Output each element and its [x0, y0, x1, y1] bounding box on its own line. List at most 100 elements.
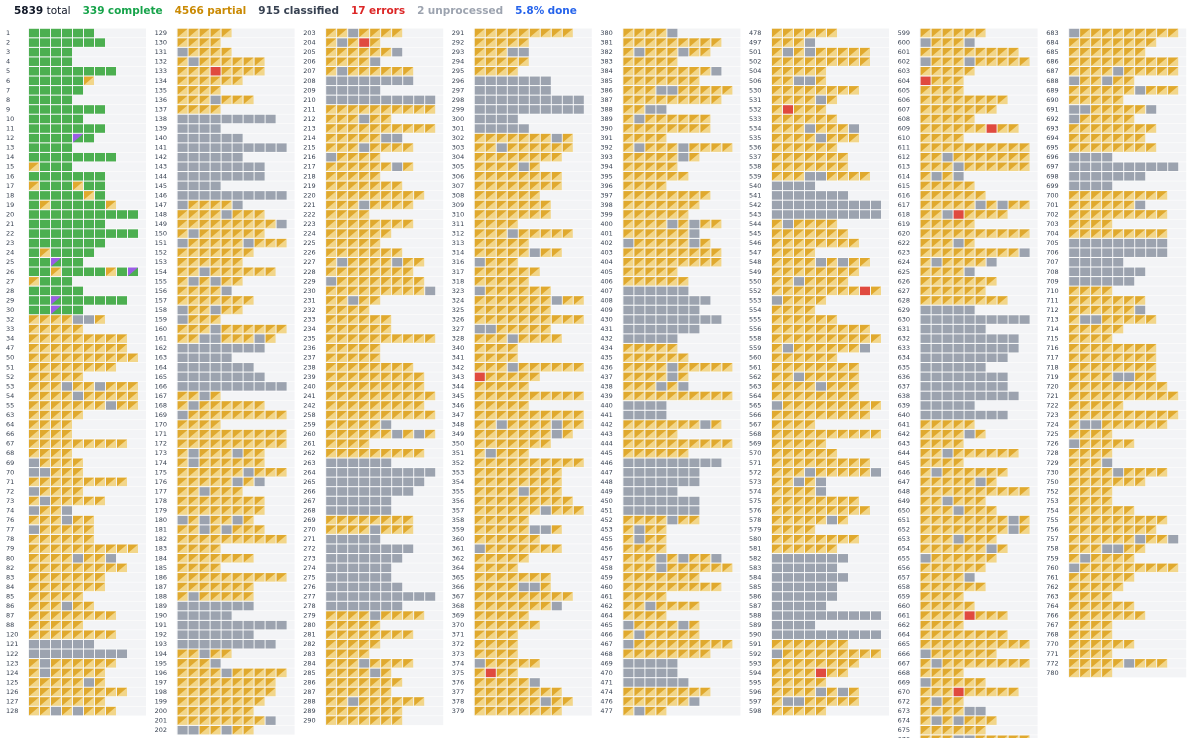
cell-partial	[188, 248, 199, 257]
row-label: 306	[452, 172, 464, 180]
cell-partial-tri	[359, 382, 370, 391]
cell-partial-tri	[73, 458, 83, 468]
row-label: 353	[452, 468, 464, 476]
cell-partial-tri	[518, 468, 529, 477]
row-label: 154	[155, 268, 167, 276]
cell-complete	[62, 238, 72, 248]
row-label: 316	[452, 258, 464, 266]
cell-partial-tri	[359, 372, 370, 382]
cell-partial-tri	[199, 544, 210, 553]
cell-partial-tri	[529, 687, 540, 697]
cell-partial-tri	[199, 554, 210, 563]
cell-complete	[29, 124, 39, 133]
cell-complete	[73, 172, 83, 181]
cell-classified	[95, 382, 105, 391]
cell-classified	[210, 114, 221, 124]
cell-partial-tri	[221, 67, 232, 76]
row-label: 445	[600, 449, 612, 457]
cell-partial-tri	[507, 343, 518, 353]
cell-partial-tri	[29, 573, 39, 582]
row-label: 152	[155, 249, 167, 257]
cell-partial-tri	[518, 678, 529, 687]
row-label: 404	[600, 258, 612, 266]
cell-partial	[381, 248, 392, 257]
cell-partial-tri	[106, 363, 116, 372]
cell-partial-tri	[254, 506, 265, 515]
cell-partial-tri	[337, 114, 348, 124]
cell-partial-tri	[711, 439, 722, 448]
cell-classified	[656, 334, 667, 343]
cell-partial	[232, 248, 243, 257]
cell-partial-tri	[656, 267, 667, 277]
cell-partial-tri	[51, 267, 61, 277]
cell-partial-tri	[403, 258, 414, 267]
cell-complete	[62, 76, 72, 86]
cell-complete	[51, 76, 61, 86]
cell-partial-tri	[667, 573, 678, 582]
cell-partial-tri	[348, 410, 359, 420]
cell-partial-tri	[623, 143, 634, 152]
cell-classified	[326, 487, 337, 496]
cell-partial-tri	[51, 410, 61, 420]
cell-partial-tri	[232, 468, 243, 477]
cell-complete	[95, 229, 105, 238]
cell-partial-tri	[40, 458, 50, 468]
cell-partial-tri	[392, 124, 403, 133]
cell-classified	[496, 76, 507, 86]
row-bg	[473, 611, 592, 621]
row-label: 202	[155, 726, 167, 734]
cell-partial-tri	[403, 286, 414, 296]
cell-classified	[381, 544, 392, 553]
cell-classified	[243, 468, 254, 477]
cell-classified	[232, 477, 243, 487]
cell-partial-tri	[337, 28, 348, 38]
cell-partial-tri	[392, 697, 403, 706]
cell-partial-tri	[689, 86, 700, 95]
cell-partial-tri	[485, 477, 496, 487]
cell-partial-tri	[678, 114, 689, 124]
cell-partial-tri	[667, 620, 678, 630]
cell-partial-tri	[678, 582, 689, 592]
cell-partial-tri	[623, 86, 634, 95]
cell-partial-tri	[403, 611, 414, 620]
cell-partial-tri	[254, 219, 265, 229]
cell-partial-tri	[667, 124, 678, 133]
cell-partial-tri	[95, 391, 105, 401]
cell-partial-tri	[485, 687, 496, 697]
cell-partial-tri	[254, 429, 265, 439]
cell-partial-tri	[199, 296, 210, 305]
cell-partial-tri	[485, 592, 496, 601]
cell-partial-tri	[40, 324, 50, 334]
cell-classified	[199, 133, 210, 143]
row-bg	[473, 400, 592, 410]
cell-partial-tri	[40, 563, 50, 573]
cell-classified	[348, 95, 359, 105]
cell-partial-tri	[177, 429, 188, 439]
cell-partial-tri	[689, 601, 700, 611]
cell-partial-tri	[210, 391, 221, 401]
row-bg	[622, 429, 741, 439]
cell-classified	[370, 57, 381, 66]
cell-classified	[348, 28, 359, 38]
row-label: 434	[600, 344, 612, 352]
cell-partial-tri	[540, 410, 551, 420]
cell-partial-tri	[326, 401, 337, 410]
row-bg	[473, 219, 592, 229]
cell-classified	[199, 267, 210, 277]
row-label: 173	[155, 449, 167, 457]
cell-classified	[243, 372, 254, 382]
cell-partial-tri	[359, 668, 370, 678]
cell-classified	[689, 506, 700, 515]
cell-partial-tri	[40, 363, 50, 372]
cell-partial-tri	[221, 429, 232, 439]
row-label: 170	[155, 421, 167, 429]
cell-partial-tri	[474, 554, 485, 563]
cell-partial-tri	[232, 487, 243, 496]
cell-partial-tri	[265, 334, 276, 343]
cell-classified	[210, 172, 221, 181]
cell-partial-tri	[645, 343, 656, 353]
cell-classified	[634, 315, 645, 324]
cell-classified	[73, 706, 83, 716]
cell-partial-tri	[210, 28, 221, 38]
cell-partial-tri	[474, 334, 485, 343]
